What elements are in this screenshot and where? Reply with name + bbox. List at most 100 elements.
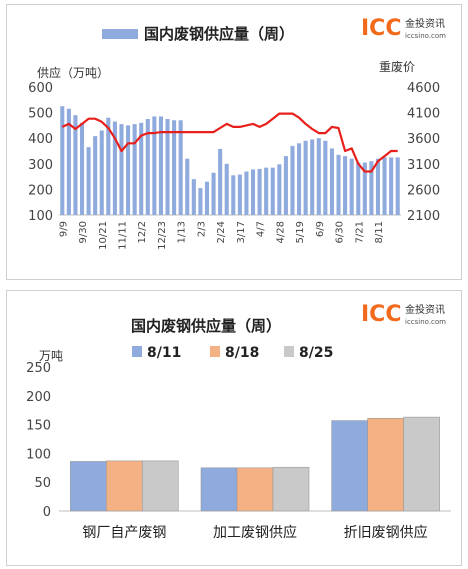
bar	[403, 416, 440, 512]
legend-swatch-supply	[102, 29, 138, 39]
supply-bar	[73, 115, 78, 215]
logo-url: iccsino.com	[405, 32, 446, 40]
y-tick-label: 0	[43, 505, 51, 520]
right-tick-label: 2100	[407, 209, 440, 224]
chart-title: 国内废钢供应量（周）	[131, 317, 281, 335]
supply-bar	[165, 119, 170, 215]
price-line	[61, 112, 398, 173]
right-tick-label: 2600	[407, 183, 440, 198]
category-label: 加工废钢供应	[213, 524, 297, 541]
supply-bar	[343, 156, 348, 215]
x-tick-label: 4/28	[275, 221, 286, 243]
left-tick-label: 200	[28, 183, 53, 198]
category-label: 钢厂自产废钢	[82, 525, 166, 541]
logo-url: iccsino.com	[405, 318, 446, 326]
x-tick-label: 11/11	[117, 221, 128, 250]
x-tick-label: 8/11	[374, 221, 385, 243]
legend-swatch	[284, 346, 294, 357]
y-tick-label: 200	[26, 390, 51, 405]
supply-bar	[145, 119, 150, 215]
supply-bar	[172, 120, 177, 215]
supply-bar	[323, 140, 328, 215]
supply-bar	[224, 163, 229, 215]
supply-bar	[126, 125, 131, 215]
supply-bar	[106, 117, 111, 215]
supply-bar	[270, 167, 275, 215]
supply-bar	[112, 121, 117, 215]
supply-bar	[93, 136, 98, 215]
supply-bar	[297, 143, 302, 215]
y-axis-label: 万吨	[39, 349, 63, 363]
x-tick-label: 4/7	[256, 221, 267, 237]
supply-trend-panel: ICC 金投资讯 iccsino.com 国内废钢供应量（周） 供应（万吨） 重…	[6, 4, 462, 280]
left-tick-label: 600	[28, 81, 53, 96]
x-tick-label: 6/30	[335, 221, 346, 243]
axes: 0 50 100 150 200 250	[26, 361, 451, 520]
supply-bar	[204, 181, 210, 215]
supply-bar	[132, 124, 137, 215]
bar	[70, 461, 107, 512]
y-tick-label: 50	[34, 476, 51, 491]
y-tick-label: 150	[26, 419, 51, 434]
supply-bar	[158, 116, 163, 215]
bar-groups	[70, 416, 440, 512]
supply-bar	[152, 116, 157, 215]
supply-bar	[244, 171, 249, 215]
category-label: 折旧废钢供应	[344, 524, 428, 541]
legend-swatch	[210, 346, 220, 357]
supply-bar	[310, 139, 315, 215]
supply-bar	[356, 162, 361, 215]
supply-bar	[99, 130, 104, 215]
x-tick-label: 2/3	[196, 221, 207, 237]
supply-bar	[375, 158, 381, 215]
bar	[331, 420, 368, 512]
x-tick-label: 3/17	[236, 221, 247, 243]
legend-swatch	[132, 346, 142, 357]
logo: ICC 金投资讯 iccsino.com	[361, 16, 446, 41]
supply-bar	[277, 164, 282, 215]
chart-title: 国内废钢供应量（周）	[144, 25, 294, 43]
legend-label: 8/25	[299, 345, 333, 361]
x-tick-label: 6/9	[315, 221, 326, 237]
category-labels: 钢厂自产废钢 加工废钢供应 折旧废钢供应	[82, 524, 427, 541]
bar	[367, 417, 404, 512]
supply-bar	[250, 169, 256, 215]
x-tick-label: 9/9	[58, 221, 69, 237]
supply-bar	[218, 148, 223, 215]
supply-breakdown-panel: ICC 金投资讯 iccsino.com 国内废钢供应量（周） 万吨 8/11 8…	[6, 290, 462, 566]
supply-bar	[86, 147, 91, 215]
bar	[236, 467, 274, 512]
supply-breakdown-chart: ICC 金投资讯 iccsino.com 国内废钢供应量（周） 万吨 8/11 8…	[26, 302, 451, 541]
left-tick-label: 300	[28, 158, 53, 173]
y-tick-label: 250	[26, 361, 51, 376]
x-tick-label: 12/23	[157, 221, 168, 250]
supply-bar	[389, 157, 394, 215]
bar	[200, 467, 238, 512]
supply-bar	[257, 168, 262, 215]
x-tick-label: 10/21	[98, 221, 109, 250]
x-tick-label: 9/30	[78, 221, 89, 243]
axes: 100 200 300 400 500 600 2100 2600 3100 3600 4100 46…	[28, 81, 440, 224]
bar	[142, 460, 179, 512]
logo-cn-name: 金投资讯	[405, 303, 445, 316]
left-tick-label: 500	[28, 107, 53, 122]
left-tick-label: 400	[28, 132, 53, 147]
supply-bar	[369, 161, 374, 215]
supply-bar	[119, 124, 124, 215]
x-tick-label: 12/2	[137, 221, 148, 243]
supply-bar	[303, 140, 308, 215]
supply-bar	[283, 156, 288, 215]
logo-cn-name: 金投资讯	[405, 17, 445, 30]
x-tick-label: 5/19	[295, 221, 306, 243]
supply-bar	[290, 145, 295, 215]
legend-label: 8/18	[225, 345, 259, 361]
logo-mark: ICC	[361, 302, 401, 327]
x-tick-label: 1/13	[177, 221, 188, 243]
supply-bar	[185, 158, 190, 215]
x-tick-labels: 9/9 9/30 10/21 11/11 12/2 12/23 1/13 2/3 2/24 3/1…	[58, 221, 385, 250]
legend: 8/11 8/18 8/25	[132, 345, 333, 361]
supply-bar	[362, 162, 367, 215]
supply-bar	[191, 179, 196, 215]
legend-label: 8/11	[147, 345, 181, 361]
right-tick-label: 3100	[407, 158, 440, 173]
